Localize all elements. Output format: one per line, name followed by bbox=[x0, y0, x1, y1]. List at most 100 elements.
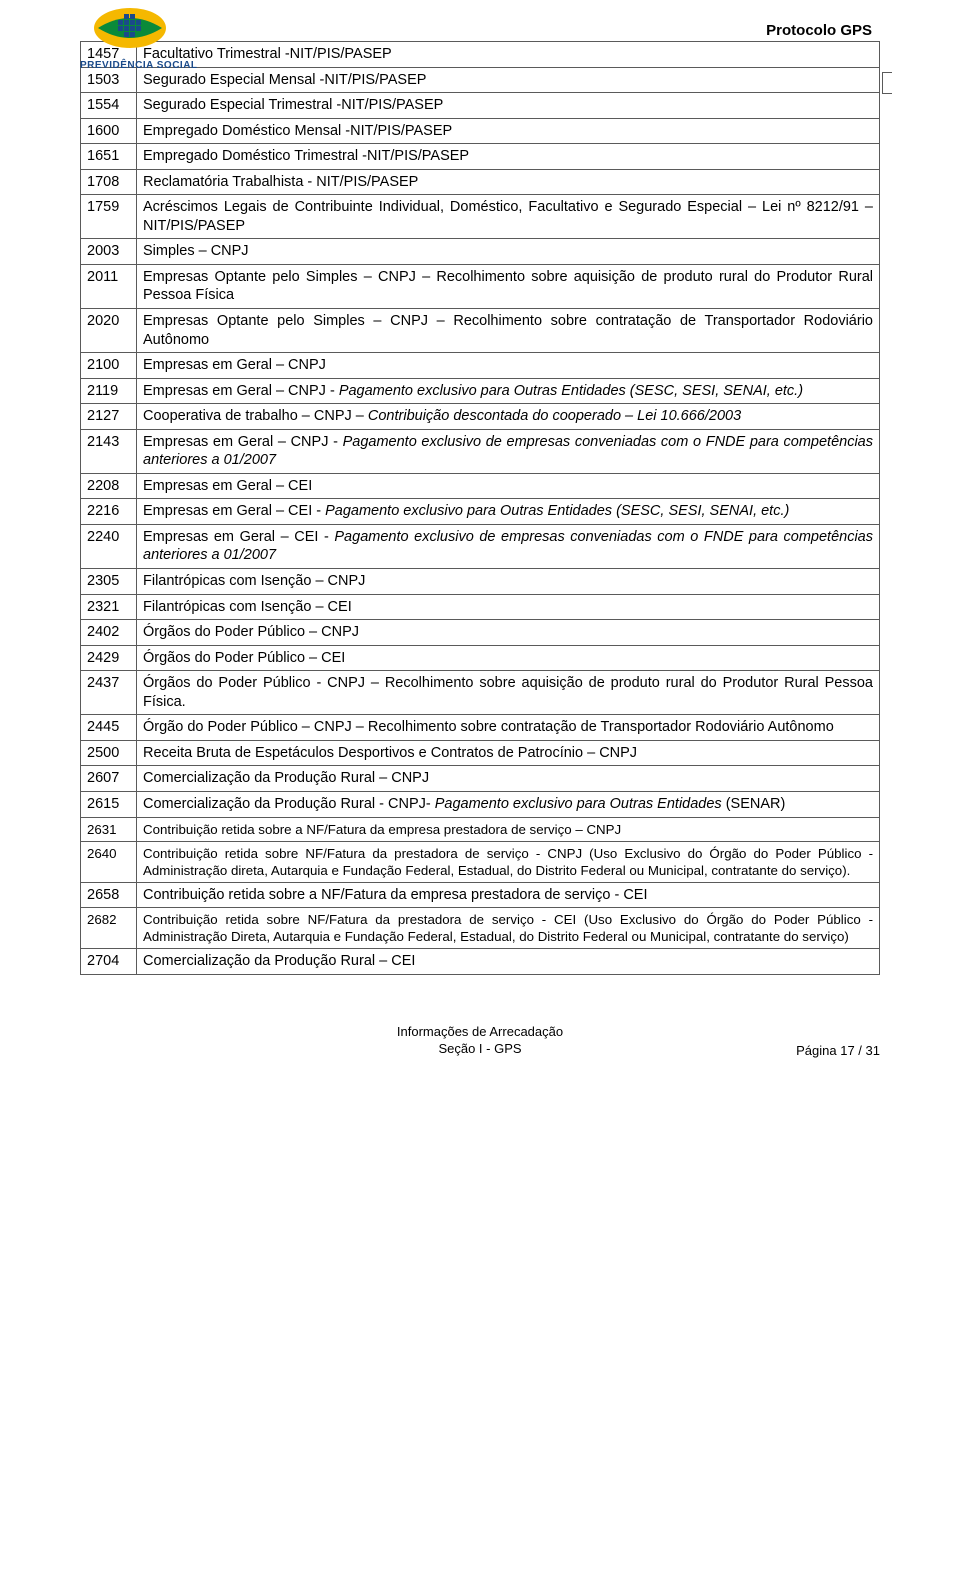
desc-cell: Reclamatória Trabalhista - NIT/PIS/PASEP bbox=[137, 169, 880, 195]
code-cell: 2127 bbox=[81, 404, 137, 430]
desc-cell: Empresas em Geral – CNPJ bbox=[137, 353, 880, 379]
table-row: 2402Órgãos do Poder Público – CNPJ bbox=[81, 620, 880, 646]
desc-cell: Contribuição retida sobre a NF/Fatura da… bbox=[137, 817, 880, 841]
code-cell: 2704 bbox=[81, 949, 137, 975]
code-cell: 2216 bbox=[81, 499, 137, 525]
table-row: 1503Segurado Especial Mensal -NIT/PIS/PA… bbox=[81, 67, 880, 93]
table-row: 1457Facultativo Trimestral -NIT/PIS/PASE… bbox=[81, 42, 880, 68]
code-cell: 2011 bbox=[81, 264, 137, 308]
table-row: 2216Empresas em Geral – CEI - Pagamento … bbox=[81, 499, 880, 525]
desc-cell: Segurado Especial Mensal -NIT/PIS/PASEP bbox=[137, 67, 880, 93]
desc-cell: Empresas Optante pelo Simples – CNPJ – R… bbox=[137, 309, 880, 353]
footer-center: Informações de Arrecadação Seção I - GPS bbox=[397, 1023, 563, 1058]
desc-cell: Empresas em Geral – CNPJ - Pagamento exc… bbox=[137, 429, 880, 473]
desc-cell: Empresas em Geral – CEI - Pagamento excl… bbox=[137, 524, 880, 568]
code-cell: 2100 bbox=[81, 353, 137, 379]
logo-label: PREVIDÊNCIA SOCIAL bbox=[80, 60, 198, 71]
table-row: 1600Empregado Doméstico Mensal -NIT/PIS/… bbox=[81, 118, 880, 144]
code-cell: 2119 bbox=[81, 378, 137, 404]
code-cell: 2429 bbox=[81, 645, 137, 671]
table-row: 2429Órgãos do Poder Público – CEI bbox=[81, 645, 880, 671]
code-cell: 2437 bbox=[81, 671, 137, 715]
desc-cell: Segurado Especial Trimestral -NIT/PIS/PA… bbox=[137, 93, 880, 119]
desc-cell: Órgãos do Poder Público - CNPJ – Recolhi… bbox=[137, 671, 880, 715]
desc-cell: Comercialização da Produção Rural – CEI bbox=[137, 949, 880, 975]
footer-line-2: Seção I - GPS bbox=[397, 1040, 563, 1058]
code-cell: 1759 bbox=[81, 195, 137, 239]
code-cell: 2402 bbox=[81, 620, 137, 646]
table-row: 2658Contribuição retida sobre a NF/Fatur… bbox=[81, 882, 880, 908]
code-cell: 2500 bbox=[81, 740, 137, 766]
page-footer: Informações de Arrecadação Seção I - GPS… bbox=[80, 1023, 880, 1059]
code-cell: 2143 bbox=[81, 429, 137, 473]
table-row: 2500Receita Bruta de Espetáculos Desport… bbox=[81, 740, 880, 766]
desc-cell: Cooperativa de trabalho – CNPJ – Contrib… bbox=[137, 404, 880, 430]
table-row: 1708Reclamatória Trabalhista - NIT/PIS/P… bbox=[81, 169, 880, 195]
desc-cell: Órgãos do Poder Público – CNPJ bbox=[137, 620, 880, 646]
table-row: 2020Empresas Optante pelo Simples – CNPJ… bbox=[81, 309, 880, 353]
document-page: PREVIDÊNCIA SOCIAL Protocolo GPS 1457Fac… bbox=[0, 0, 960, 1088]
table-row: 2437Órgãos do Poder Público - CNPJ – Rec… bbox=[81, 671, 880, 715]
desc-cell: Empresas em Geral – CEI - Pagamento excl… bbox=[137, 499, 880, 525]
table-row: 1651Empregado Doméstico Trimestral -NIT/… bbox=[81, 144, 880, 170]
desc-cell: Empresas em Geral – CNPJ - Pagamento exc… bbox=[137, 378, 880, 404]
previdencia-logo-icon bbox=[80, 4, 190, 60]
table-row: 2640Contribuição retida sobre NF/Fatura … bbox=[81, 841, 880, 882]
desc-cell: Empregado Doméstico Trimestral -NIT/PIS/… bbox=[137, 144, 880, 170]
code-cell: 2631 bbox=[81, 817, 137, 841]
desc-cell: Simples – CNPJ bbox=[137, 239, 880, 265]
table-row: 2208Empresas em Geral – CEI bbox=[81, 473, 880, 499]
table-row: 2321Filantrópicas com Isenção – CEI bbox=[81, 594, 880, 620]
code-cell: 2658 bbox=[81, 882, 137, 908]
code-cell: 2208 bbox=[81, 473, 137, 499]
desc-cell: Órgão do Poder Público – CNPJ – Recolhim… bbox=[137, 715, 880, 741]
code-cell: 2640 bbox=[81, 841, 137, 882]
code-cell: 2615 bbox=[81, 791, 137, 817]
code-cell: 2003 bbox=[81, 239, 137, 265]
code-cell: 1554 bbox=[81, 93, 137, 119]
footer-page-number: Página 17 / 31 bbox=[796, 1043, 880, 1058]
table-row: 2607Comercialização da Produção Rural – … bbox=[81, 766, 880, 792]
protocol-title: Protocolo GPS bbox=[80, 22, 880, 39]
desc-cell: Empresas em Geral – CEI bbox=[137, 473, 880, 499]
table-row: 1759Acréscimos Legais de Contribuinte In… bbox=[81, 195, 880, 239]
side-cell-stub bbox=[882, 72, 892, 94]
code-cell: 1651 bbox=[81, 144, 137, 170]
desc-cell: Receita Bruta de Espetáculos Desportivos… bbox=[137, 740, 880, 766]
code-cell: 1708 bbox=[81, 169, 137, 195]
table-row: 2127Cooperativa de trabalho – CNPJ – Con… bbox=[81, 404, 880, 430]
table-row: 2682Contribuição retida sobre NF/Fatura … bbox=[81, 908, 880, 949]
code-cell: 2682 bbox=[81, 908, 137, 949]
desc-cell: Comercialização da Produção Rural – CNPJ bbox=[137, 766, 880, 792]
table-row: 2240Empresas em Geral – CEI - Pagamento … bbox=[81, 524, 880, 568]
desc-cell: Filantrópicas com Isenção – CEI bbox=[137, 594, 880, 620]
desc-cell: Empresas Optante pelo Simples – CNPJ – R… bbox=[137, 264, 880, 308]
table-row: 2704Comercialização da Produção Rural – … bbox=[81, 949, 880, 975]
code-cell: 2240 bbox=[81, 524, 137, 568]
codes-table: 1457Facultativo Trimestral -NIT/PIS/PASE… bbox=[80, 41, 880, 975]
desc-cell: Órgãos do Poder Público – CEI bbox=[137, 645, 880, 671]
footer-line-1: Informações de Arrecadação bbox=[397, 1023, 563, 1041]
table-row: 1554Segurado Especial Trimestral -NIT/PI… bbox=[81, 93, 880, 119]
code-cell: 2607 bbox=[81, 766, 137, 792]
table-row: 2003Simples – CNPJ bbox=[81, 239, 880, 265]
desc-cell: Empregado Doméstico Mensal -NIT/PIS/PASE… bbox=[137, 118, 880, 144]
desc-cell: Contribuição retida sobre NF/Fatura da p… bbox=[137, 908, 880, 949]
desc-cell: Comercialização da Produção Rural - CNPJ… bbox=[137, 791, 880, 817]
desc-cell: Facultativo Trimestral -NIT/PIS/PASEP bbox=[137, 42, 880, 68]
table-row: 2615Comercialização da Produção Rural - … bbox=[81, 791, 880, 817]
desc-cell: Acréscimos Legais de Contribuinte Indivi… bbox=[137, 195, 880, 239]
code-cell: 2445 bbox=[81, 715, 137, 741]
table-row: 2143Empresas em Geral – CNPJ - Pagamento… bbox=[81, 429, 880, 473]
table-row: 2119Empresas em Geral – CNPJ - Pagamento… bbox=[81, 378, 880, 404]
table-row: 2445Órgão do Poder Público – CNPJ – Reco… bbox=[81, 715, 880, 741]
logo: PREVIDÊNCIA SOCIAL bbox=[80, 4, 198, 71]
desc-cell: Contribuição retida sobre NF/Fatura da p… bbox=[137, 841, 880, 882]
table-row: 2631Contribuição retida sobre a NF/Fatur… bbox=[81, 817, 880, 841]
desc-cell: Contribuição retida sobre a NF/Fatura da… bbox=[137, 882, 880, 908]
code-cell: 2020 bbox=[81, 309, 137, 353]
table-row: 2100Empresas em Geral – CNPJ bbox=[81, 353, 880, 379]
desc-cell: Filantrópicas com Isenção – CNPJ bbox=[137, 569, 880, 595]
table-row: 2011Empresas Optante pelo Simples – CNPJ… bbox=[81, 264, 880, 308]
code-cell: 2321 bbox=[81, 594, 137, 620]
